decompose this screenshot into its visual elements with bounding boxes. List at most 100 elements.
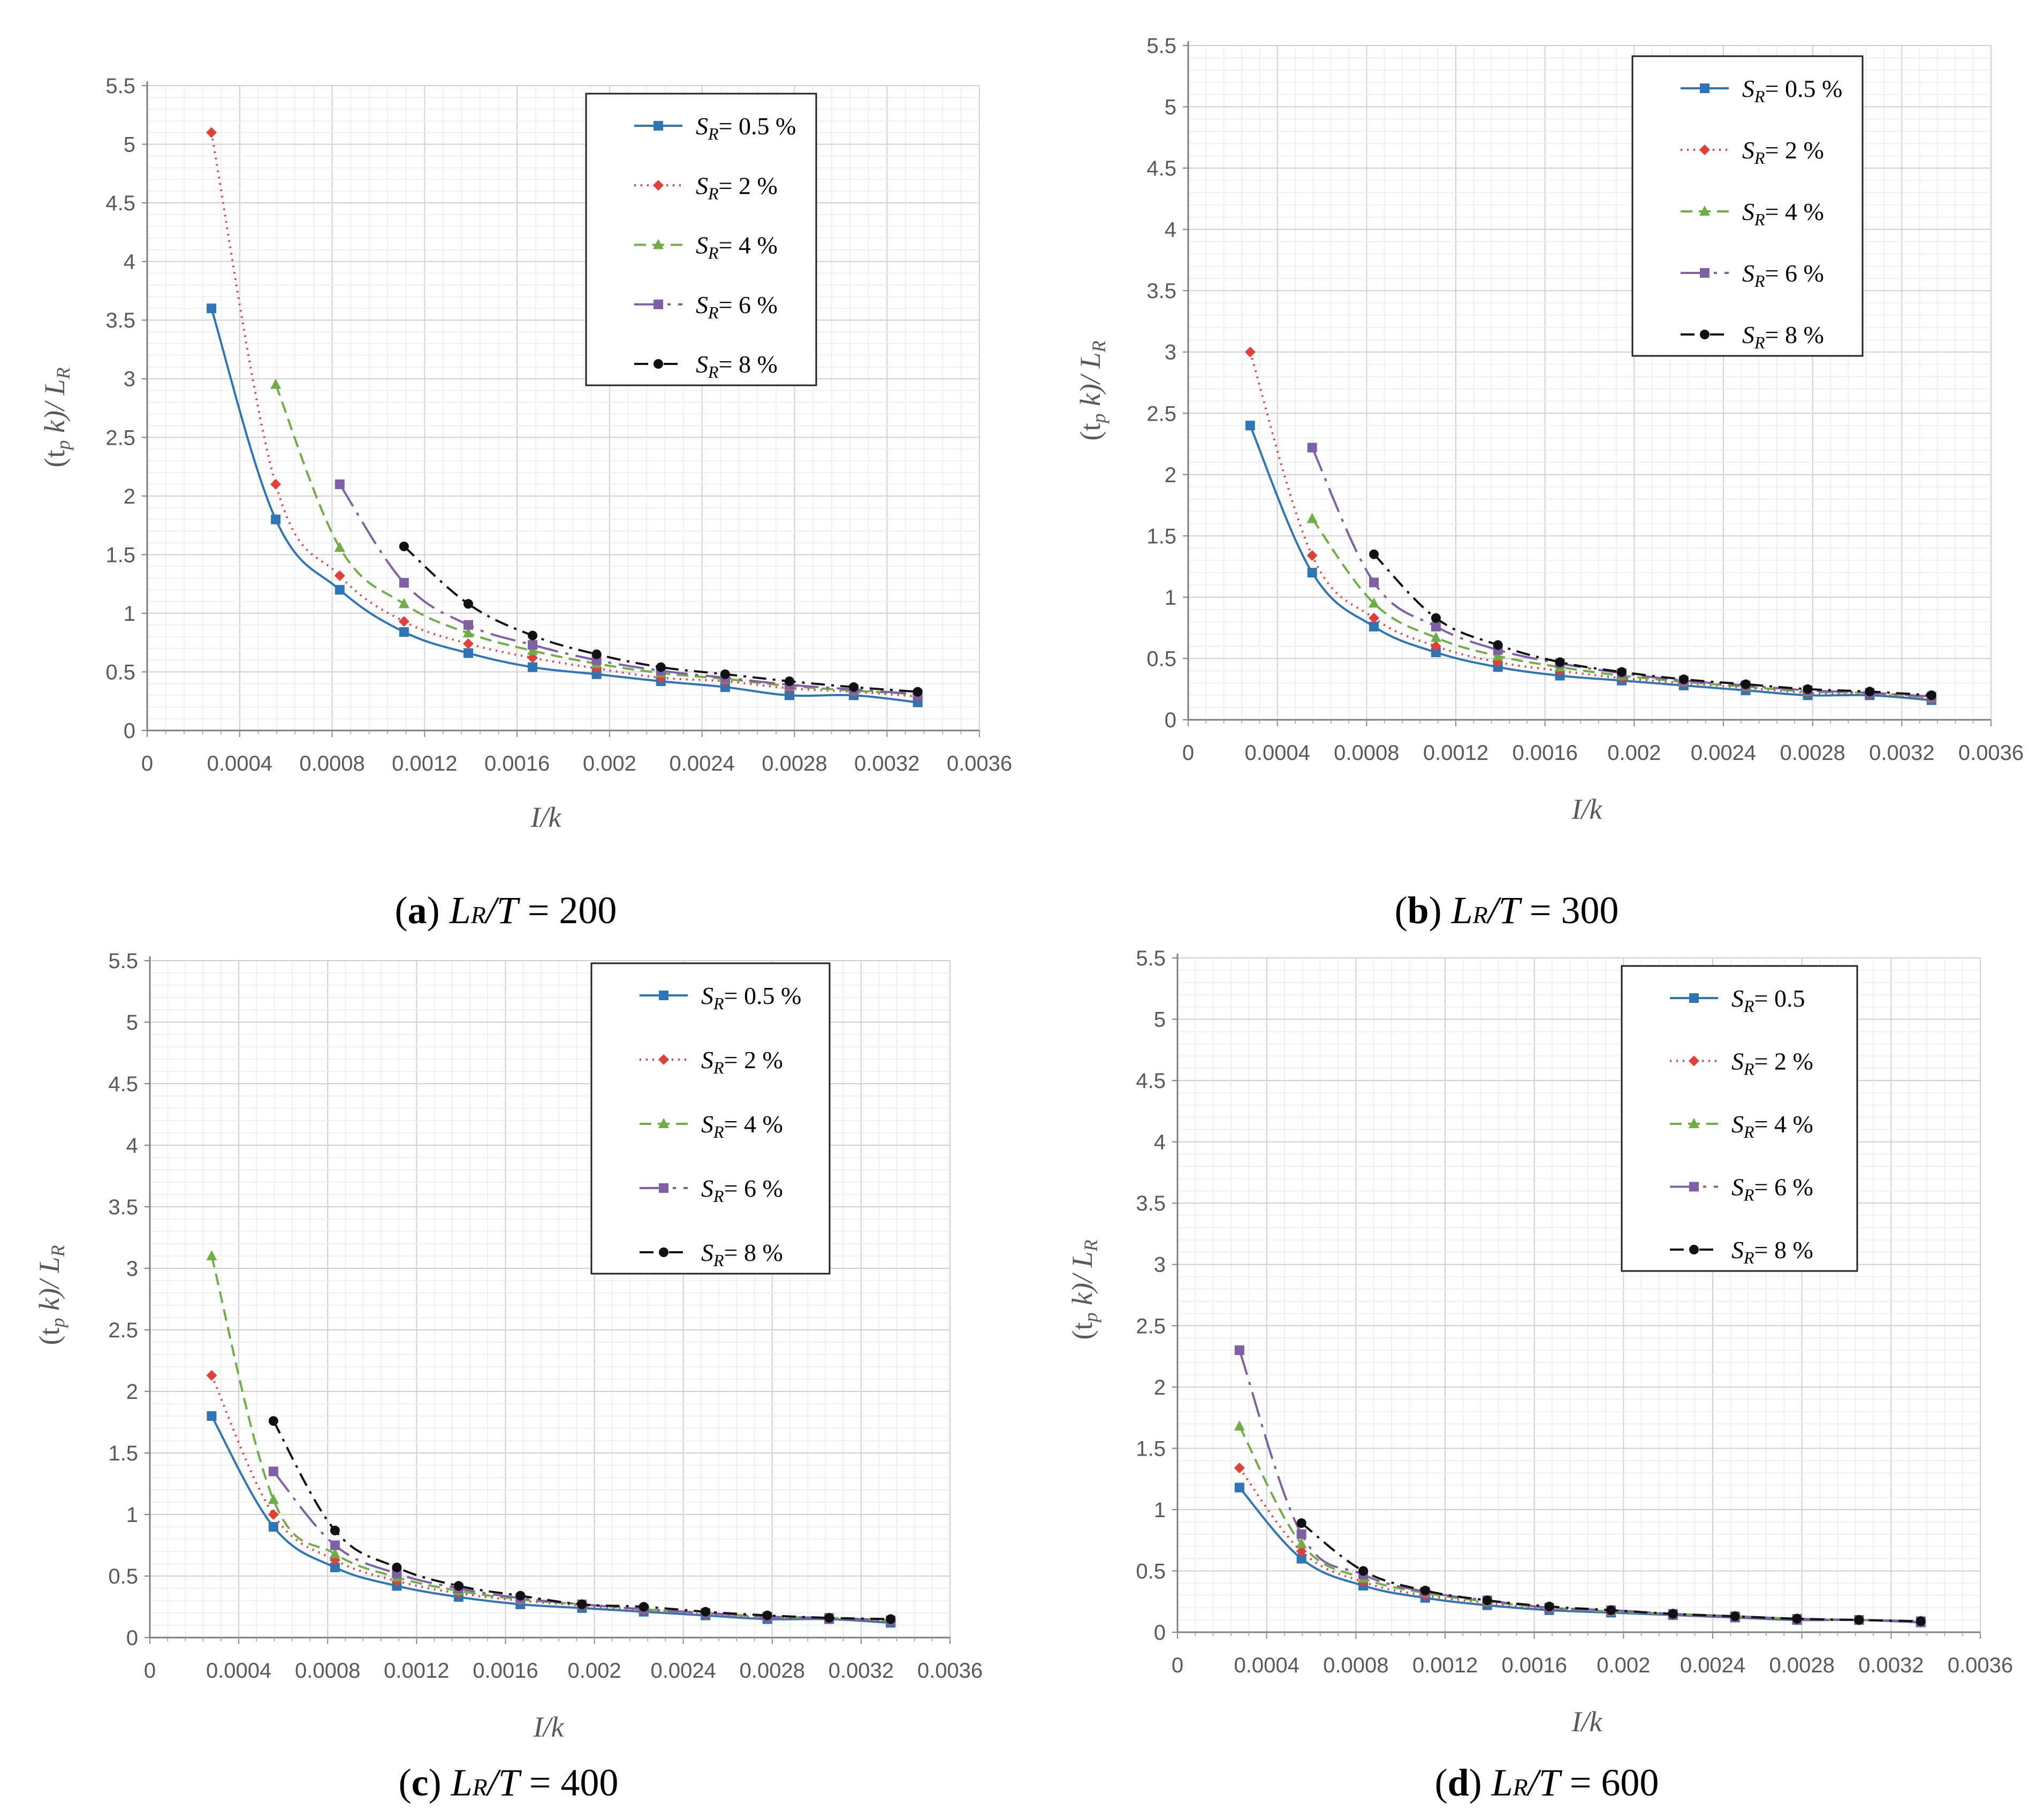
chart-panel-d: 0 0.0004 0.0008 0.0012 0.0016 0.002 0.0024 0.00… [1066, 947, 2013, 1804]
legend-box [585, 93, 817, 386]
data-point [463, 620, 473, 630]
x-tick-label: 0.0008 [1323, 1654, 1388, 1677]
legend-entry: SR= 4 % [1731, 1110, 1813, 1141]
data-point [528, 640, 538, 650]
series-line [1311, 447, 1932, 698]
y-tick-label: 2 [1165, 463, 1176, 487]
data-point [1306, 513, 1318, 523]
y-tick-label: 5.5 [105, 74, 135, 98]
legend-entry: SR= 6 % [696, 291, 778, 322]
y-tick-label: 3 [124, 368, 135, 391]
data-point [268, 1416, 278, 1426]
data-point [849, 682, 859, 692]
data-point [1431, 648, 1441, 657]
legend-marker [1689, 1118, 1699, 1128]
data-point [527, 652, 538, 664]
data-point [268, 1509, 279, 1520]
series-line [272, 1471, 891, 1622]
x-tick-label: 0.0016 [473, 1659, 538, 1683]
data-point [330, 1540, 340, 1550]
legend-box [590, 962, 831, 1275]
data-point [1865, 687, 1875, 697]
data-point [268, 1494, 279, 1504]
legend-entry: SR= 0.5 % [696, 112, 796, 143]
x-tick-label: 0.0036 [917, 1659, 983, 1683]
y-tick-label: 1 [1165, 586, 1176, 610]
x-tick-label: 0.0008 [295, 1659, 360, 1683]
data-point [1307, 568, 1317, 578]
series-line [1249, 352, 1932, 701]
x-tick-label: 0.0036 [1948, 1654, 2013, 1677]
legend-marker [658, 1118, 669, 1128]
x-tick-label: 0.0016 [484, 752, 550, 775]
legend-entry: SR= 8 % [696, 351, 778, 382]
data-point [207, 1411, 217, 1421]
legend-entry: SR= 0.5 % [1742, 75, 1842, 106]
legend-entry: SR= 2 % [1731, 1048, 1813, 1079]
data-point [913, 697, 923, 707]
legend-marker [1699, 144, 1710, 155]
series-line [403, 545, 918, 693]
data-point [1296, 1538, 1307, 1549]
y-tick-label: 3.5 [1136, 1192, 1166, 1215]
data-point [720, 682, 730, 692]
legend-marker [653, 239, 664, 249]
series-line [1238, 1426, 1921, 1623]
data-point [1555, 657, 1565, 667]
x-tick-label: 0.0028 [740, 1659, 805, 1683]
x-tick-label: 0.0032 [1869, 741, 1934, 765]
legend-marker [654, 359, 663, 369]
y-tick-label: 1 [124, 602, 135, 626]
legend-marker [659, 991, 668, 1000]
legend-marker [1700, 83, 1709, 93]
data-point [591, 669, 602, 679]
x-tick-label: 0.0012 [392, 752, 457, 775]
series-s8 [399, 542, 923, 697]
series-line [1373, 553, 1932, 697]
data-point [399, 627, 409, 637]
y-tick-label: 1.5 [108, 1442, 138, 1465]
legend-marker [653, 180, 664, 191]
data-point [1730, 1611, 1740, 1622]
data-point [1668, 1609, 1678, 1619]
data-point [1544, 1601, 1554, 1611]
data-point [577, 1599, 587, 1609]
y-axis-label: (tp k)/ LR [1074, 341, 1110, 441]
data-point [720, 669, 730, 679]
legend-box [1631, 55, 1864, 357]
y-tick-label: 4 [1154, 1131, 1166, 1154]
data-point [1430, 631, 1441, 642]
data-point [528, 630, 538, 641]
y-tick-label: 0.5 [1146, 647, 1176, 671]
y-tick-label: 0 [124, 719, 135, 743]
series-s8 [1296, 1518, 1926, 1626]
legend-entry: SR= 6 % [701, 1175, 783, 1206]
y-tick-label: 2.5 [108, 1319, 138, 1342]
data-point [329, 1548, 340, 1558]
data-point [270, 378, 282, 389]
y-tick-label: 2 [126, 1380, 138, 1404]
legend-entry: SR= 2 % [1742, 136, 1824, 168]
data-point [392, 1562, 402, 1572]
data-point [1741, 679, 1751, 689]
legend-entry: SR= 6 % [1731, 1174, 1813, 1205]
chart-panel-a: 0 0.0004 0.0008 0.0012 0.0016 0.002 0.0024 0.00… [39, 74, 1012, 932]
data-point [206, 1370, 217, 1381]
x-tick-label: 0.002 [568, 1659, 621, 1683]
x-axis-label: I/k [1571, 793, 1603, 825]
x-tick-label: 0.0004 [1244, 741, 1310, 765]
data-point [1369, 577, 1379, 588]
data-point [1420, 1586, 1430, 1596]
y-tick-label: 4 [126, 1134, 138, 1158]
data-point [1482, 1595, 1492, 1605]
data-point [1245, 421, 1255, 431]
legend: SR= 0.5 % SR= 2 % SR= 4 % SR= 6 % SR= 8 % [1631, 55, 1864, 357]
x-tick-label: 0.002 [1607, 741, 1661, 765]
data-point [886, 1614, 896, 1624]
data-point [1606, 1605, 1616, 1615]
x-tick-label: 0.0032 [854, 752, 920, 775]
y-tick-label: 1 [126, 1503, 138, 1527]
x-tick-label: 0.0028 [1769, 1654, 1834, 1677]
legend-marker [1699, 206, 1710, 216]
